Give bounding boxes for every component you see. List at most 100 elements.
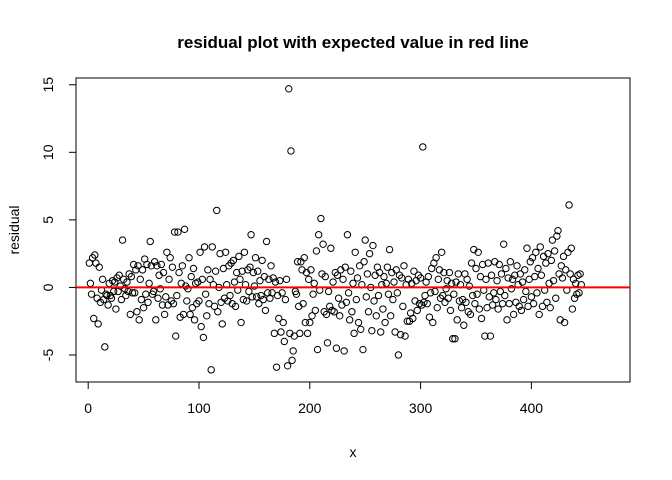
data-point xyxy=(252,293,261,301)
x-tick-label: 100 xyxy=(187,400,211,416)
data-point xyxy=(131,289,139,297)
data-point xyxy=(275,314,283,323)
data-point xyxy=(393,289,402,297)
data-point xyxy=(497,270,506,278)
data-point xyxy=(98,275,107,284)
data-point xyxy=(553,232,561,240)
data-point xyxy=(409,314,417,323)
data-point xyxy=(385,245,394,254)
data-point xyxy=(322,310,331,319)
data-point xyxy=(330,308,338,316)
data-point xyxy=(122,291,130,300)
data-point xyxy=(363,270,372,278)
data-point xyxy=(353,274,362,282)
data-point xyxy=(187,272,195,281)
data-point xyxy=(344,289,353,297)
data-point xyxy=(256,276,264,285)
data-point xyxy=(432,254,440,262)
data-point xyxy=(557,262,565,270)
data-point xyxy=(183,297,191,305)
data-point xyxy=(185,254,193,262)
data-point xyxy=(455,297,464,305)
data-point xyxy=(488,301,497,309)
data-point xyxy=(440,268,448,277)
data-point xyxy=(400,262,408,270)
data-point xyxy=(265,275,273,284)
data-point xyxy=(92,259,100,267)
data-point xyxy=(389,295,397,304)
data-point xyxy=(347,267,355,275)
data-point xyxy=(136,275,144,284)
data-point xyxy=(232,268,241,277)
data-point xyxy=(314,231,323,239)
data-point xyxy=(475,305,484,313)
data-point xyxy=(396,331,405,339)
data-point xyxy=(481,332,489,340)
data-point xyxy=(296,329,304,338)
data-point xyxy=(399,302,407,311)
data-point xyxy=(189,264,198,273)
data-point xyxy=(513,262,521,270)
data-point xyxy=(204,266,212,274)
data-point xyxy=(495,260,503,269)
data-point xyxy=(350,329,358,338)
data-point xyxy=(522,287,530,296)
data-point xyxy=(190,316,199,324)
data-point xyxy=(368,326,376,335)
data-point xyxy=(107,294,116,302)
data-point xyxy=(91,251,99,259)
data-point xyxy=(242,297,251,305)
data-point xyxy=(441,298,449,306)
data-point xyxy=(334,294,343,302)
data-point xyxy=(365,249,374,258)
data-point xyxy=(511,271,519,279)
data-point xyxy=(336,312,344,320)
data-point xyxy=(419,143,427,151)
data-point xyxy=(276,276,284,285)
data-point xyxy=(165,275,173,284)
data-point xyxy=(423,299,431,308)
data-point xyxy=(383,263,392,271)
data-point xyxy=(207,366,215,374)
data-point xyxy=(486,332,495,340)
data-point xyxy=(239,295,248,304)
data-point xyxy=(87,290,96,298)
data-point xyxy=(424,272,433,281)
data-point xyxy=(175,268,183,277)
data-point xyxy=(217,298,225,306)
data-point xyxy=(281,295,290,304)
data-point xyxy=(521,266,529,274)
data-point xyxy=(159,268,168,277)
data-point xyxy=(501,291,509,300)
data-point xyxy=(467,259,476,267)
data-point xyxy=(170,228,179,236)
data-point xyxy=(569,275,578,284)
data-point xyxy=(246,263,254,271)
data-point xyxy=(404,275,413,284)
data-point xyxy=(538,302,547,311)
data-point xyxy=(102,290,110,298)
data-point xyxy=(221,248,230,256)
data-point xyxy=(195,297,203,305)
data-point xyxy=(117,295,126,304)
data-point xyxy=(206,275,214,284)
data-point xyxy=(342,298,351,306)
data-point xyxy=(543,298,551,306)
data-point xyxy=(446,306,455,315)
data-point xyxy=(374,291,383,300)
data-point xyxy=(250,282,259,290)
data-point xyxy=(533,289,541,297)
y-axis: -5 0 5 10 15 xyxy=(40,77,77,361)
data-point xyxy=(333,271,342,279)
data-point xyxy=(345,316,354,324)
data-point xyxy=(271,278,280,286)
data-point xyxy=(487,271,496,279)
data-point xyxy=(184,285,192,293)
data-point xyxy=(188,303,197,312)
data-point xyxy=(261,306,270,315)
data-point xyxy=(529,299,538,308)
data-point xyxy=(289,347,297,355)
data-point xyxy=(231,302,240,311)
data-point xyxy=(477,314,486,323)
data-point xyxy=(426,289,435,297)
